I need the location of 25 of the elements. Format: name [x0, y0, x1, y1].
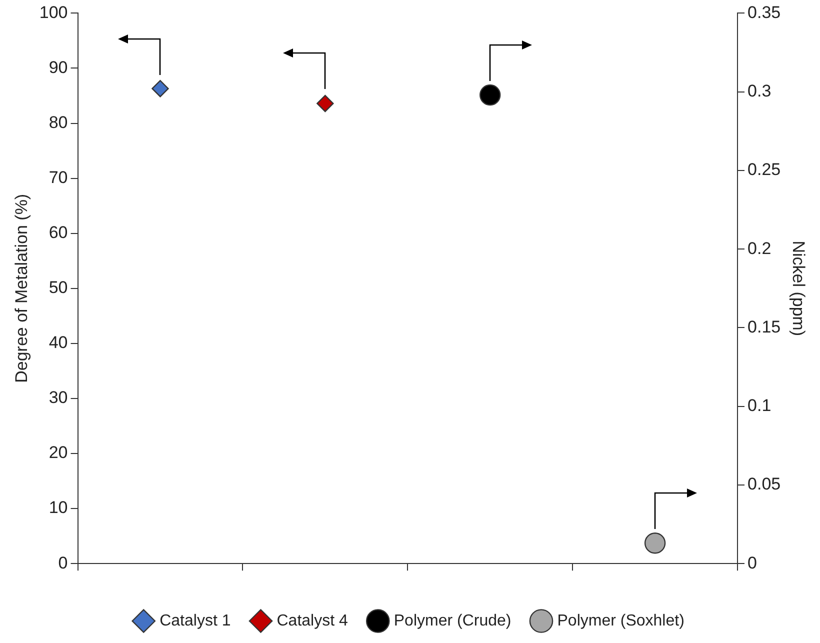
y-axis-title: Degree of Metalation (%)	[12, 194, 31, 383]
y-tick-label: 90	[48, 58, 68, 77]
y-tick-label: 50	[48, 278, 68, 298]
y-tick-label: 70	[48, 168, 68, 188]
y2-tick-label: 0.15	[748, 317, 781, 336]
y-tick-label: 60	[48, 223, 68, 242]
legend-label: Polymer (Crude)	[394, 612, 512, 630]
y2-tick-label: 0	[748, 553, 757, 572]
y-tick-label: 40	[48, 333, 68, 352]
legend-label: Polymer (Soxhlet)	[557, 612, 684, 630]
legend-label: Catalyst 4	[276, 612, 348, 630]
y2-tick-label: 0.2	[748, 238, 772, 258]
y2-tick-label: 0.05	[748, 474, 781, 494]
legend-label: Catalyst 1	[160, 612, 231, 630]
y-tick-label: 20	[48, 443, 68, 462]
y-tick-label: 100	[39, 2, 68, 22]
y-tick-label: 30	[48, 388, 68, 408]
y2-tick-label: 0.25	[748, 160, 781, 180]
y2-tick-label: 0.35	[748, 2, 781, 22]
y-tick-label: 10	[48, 498, 68, 518]
y-tick-label: 0	[58, 553, 68, 572]
y-tick-label: 80	[48, 112, 68, 132]
y2-tick-label: 0.3	[748, 82, 772, 101]
y2-tick-label: 0.1	[748, 396, 772, 416]
y2-axis-title: Nickel (ppm)	[789, 240, 808, 336]
